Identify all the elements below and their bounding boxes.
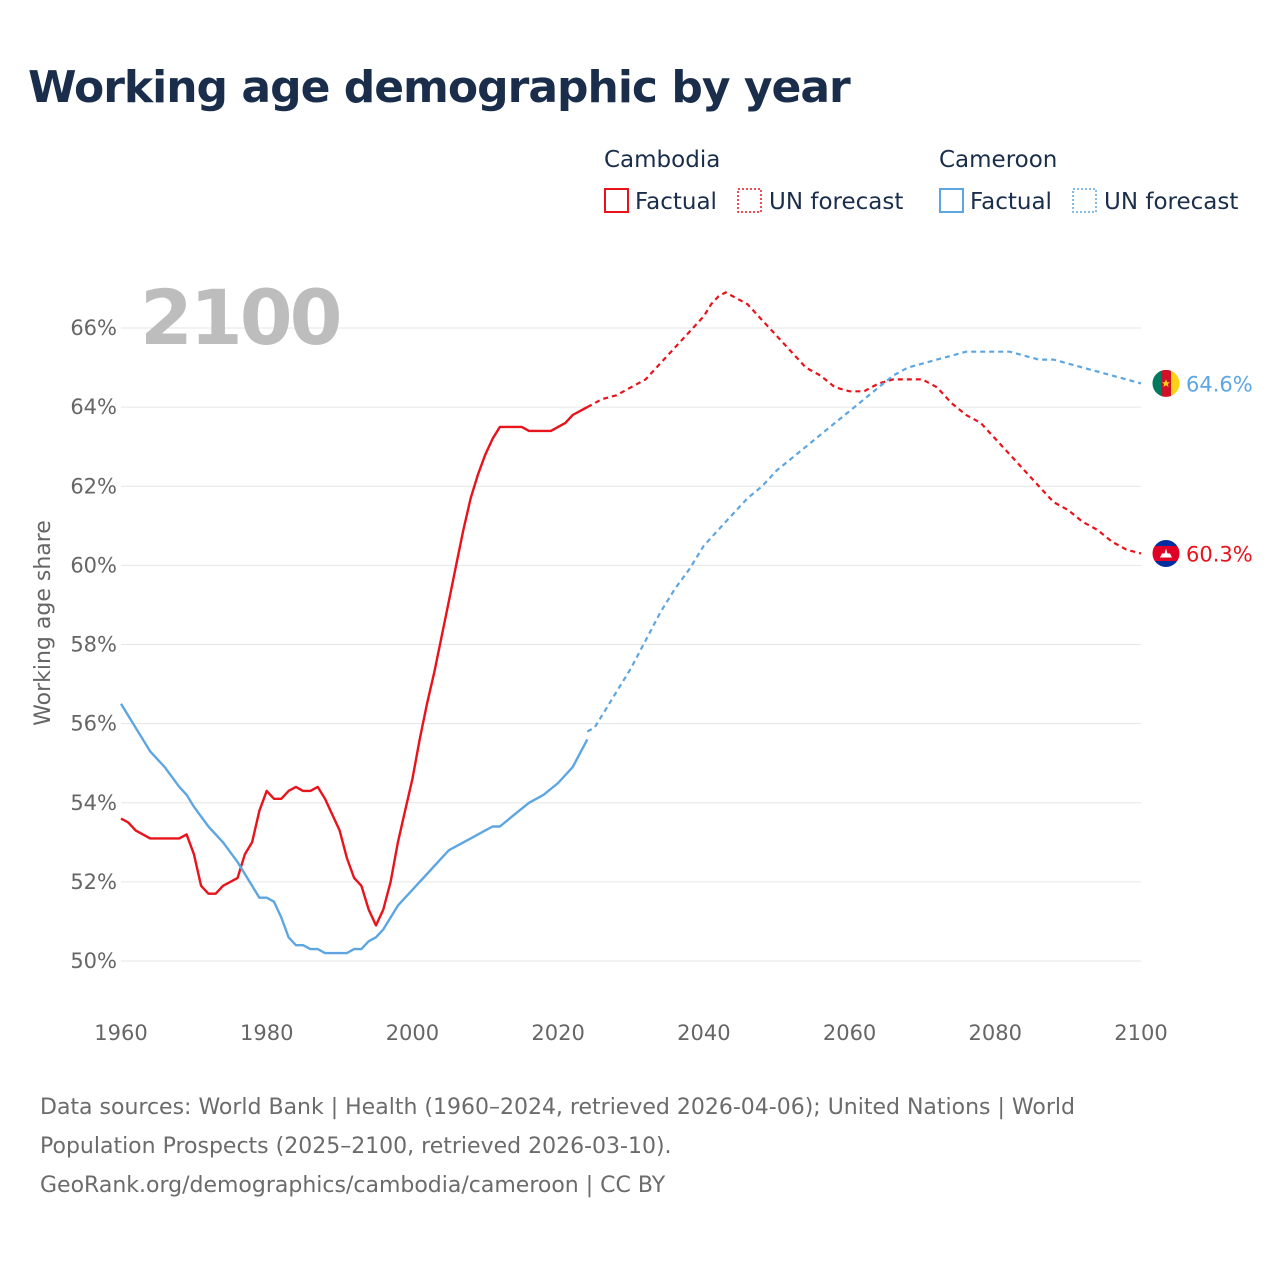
x-tick-label: 2040 bbox=[677, 1021, 730, 1045]
x-tick-label: 2060 bbox=[823, 1021, 876, 1045]
footer-line-3: GeoRank.org/demographics/cambodia/camero… bbox=[40, 1173, 666, 1198]
x-axis: 1960 1980 2000 2020 2040 2060 2080 2100 bbox=[94, 1021, 1167, 1045]
cameroon-end-value-label: 64.6% bbox=[1186, 372, 1253, 396]
y-tick-label: 58% bbox=[70, 633, 117, 657]
gridlines bbox=[121, 327, 1141, 962]
legend-swatch-cambodia-factual bbox=[604, 188, 629, 213]
x-tick-label: 1980 bbox=[240, 1021, 293, 1045]
y-tick-label: 64% bbox=[70, 395, 117, 419]
footer-sources: Data sources: World Bank | Health (1960–… bbox=[40, 1088, 1220, 1205]
y-tick-label: 54% bbox=[70, 791, 117, 815]
legend-group-cameroon: Cameroon bbox=[939, 147, 1057, 173]
end-labels: 60.3% 64.6% bbox=[1151, 368, 1253, 569]
y-tick-label: 60% bbox=[70, 553, 117, 577]
legend-swatch-cameroon-factual bbox=[939, 188, 964, 213]
plot-area: 2100 bbox=[119, 273, 1142, 955]
x-tick-label: 2020 bbox=[531, 1021, 584, 1045]
legend-label-cameroon-factual: Factual bbox=[970, 189, 1052, 215]
cambodia-forecast-line bbox=[586, 291, 1142, 555]
x-tick-label: 2000 bbox=[386, 1021, 439, 1045]
footer-line-2: Population Prospects (2025–2100, retriev… bbox=[40, 1134, 672, 1159]
y-tick-label: 56% bbox=[70, 712, 117, 736]
legend-label-cambodia-forecast: UN forecast bbox=[769, 189, 903, 215]
cameroon-factual-line bbox=[119, 703, 589, 955]
cameroon-forecast-line bbox=[586, 350, 1142, 733]
line-chart: Cambodia Factual UN forecast Cameroon Factua… bbox=[31, 147, 1253, 1045]
y-tick-label: 50% bbox=[70, 949, 117, 973]
footer-line-1: Data sources: World Bank | Health (1960–… bbox=[40, 1095, 1075, 1120]
x-tick-label: 2100 bbox=[1114, 1021, 1167, 1045]
legend-label-cambodia-factual: Factual bbox=[635, 189, 717, 215]
legend: Cambodia Factual UN forecast Cameroon Factua… bbox=[604, 147, 1238, 215]
legend-label-cameroon-forecast: UN forecast bbox=[1104, 189, 1238, 215]
y-axis: 50% 52% 54% 56% 58% 60% 62% 64% 66% Working age s… bbox=[31, 316, 117, 973]
cameroon-flag-icon bbox=[1151, 368, 1181, 398]
y-axis-title: Working age share bbox=[31, 520, 56, 726]
legend-swatch-cameroon-forecast bbox=[1072, 188, 1097, 213]
y-tick-label: 66% bbox=[70, 316, 117, 340]
x-tick-label: 1960 bbox=[94, 1021, 147, 1045]
cambodia-end-value-label: 60.3% bbox=[1186, 543, 1253, 567]
chart-title: Working age demographic by year bbox=[28, 62, 851, 113]
y-tick-label: 62% bbox=[70, 474, 117, 498]
cambodia-factual-line bbox=[120, 406, 588, 927]
x-tick-label: 2080 bbox=[969, 1021, 1022, 1045]
current-year-label: 2100 bbox=[140, 273, 340, 362]
cambodia-flag-icon bbox=[1151, 539, 1181, 569]
y-tick-label: 52% bbox=[70, 870, 117, 894]
legend-swatch-cambodia-forecast bbox=[737, 188, 762, 213]
legend-group-cambodia: Cambodia bbox=[604, 147, 720, 173]
